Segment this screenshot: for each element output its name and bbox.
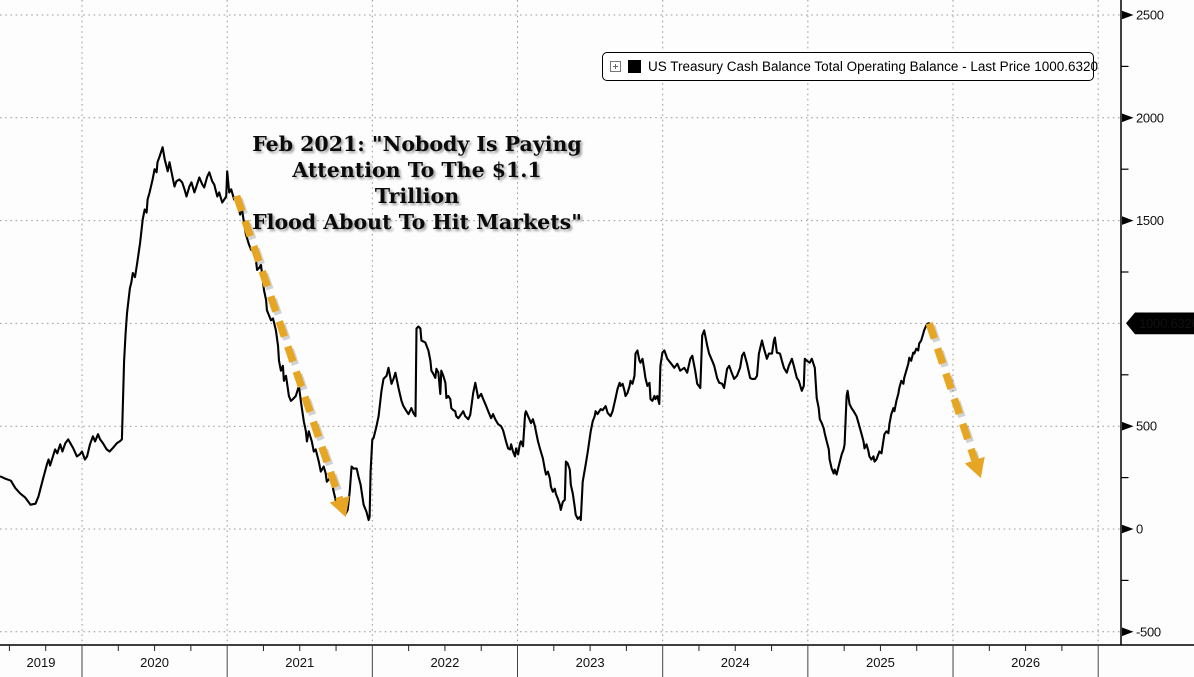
arrow-head-icon (964, 456, 985, 479)
x-tick-label: 2024 (721, 655, 750, 670)
series-color-swatch-icon (628, 60, 641, 73)
x-axis-labels: 2019 2020 2021 2022 2023 2024 2025 2026 (27, 655, 1041, 670)
y-tick-label: 2500 (1136, 8, 1164, 23)
arrow-shadow (928, 325, 981, 465)
x-tick-label: 2022 (430, 655, 459, 670)
x-axis-ticks (8, 645, 1099, 677)
annotation-line-1: Feb 2021: "Nobody Is Paying (252, 132, 582, 156)
projected-drawdown-arrow (925, 322, 985, 479)
axes (0, 0, 1194, 646)
y-tick-label: -500 (1136, 624, 1161, 639)
annotation-line-2: Attention To The $1.1 Trillion (292, 158, 542, 208)
x-tick-label: 2025 (866, 655, 895, 670)
y-tick-arrow-icon (1122, 524, 1134, 534)
y-tick-label: 1500 (1136, 213, 1164, 228)
arrow-shaft (233, 194, 344, 501)
arrow-shaft (925, 322, 979, 462)
y-tick-label: 2000 (1136, 110, 1164, 125)
feb-2021-annotation: Feb 2021: "Nobody Is Paying Attention To… (252, 131, 582, 235)
legend-label: US Treasury Cash Balance Total Operating… (648, 59, 1099, 74)
y-tick-label: 0 (1136, 522, 1143, 537)
feb-2021-drawdown-arrow (233, 194, 350, 518)
last-price-flag: 1000.6320 (1126, 312, 1194, 335)
y-tick-arrow-icon (1122, 421, 1134, 431)
price-flag-value: 1000.6320 (1139, 316, 1194, 331)
y-tick-label: 500 (1136, 419, 1157, 434)
x-tick-label: 2020 (140, 655, 169, 670)
legend-expand-box-icon[interactable] (610, 61, 621, 72)
x-tick-label: 2019 (27, 655, 56, 670)
y-tick-arrow-icon (1122, 10, 1134, 20)
y-tick-arrow-icon (1122, 113, 1134, 123)
annotation-line-3: Flood About To Hit Markets" (252, 210, 582, 234)
price-flag-shape (1126, 312, 1194, 335)
y-tick-arrow-icon (1122, 627, 1134, 637)
series-line (0, 146, 931, 522)
y-axis-ticks: -500 0 500 1500 2000 2500 (1121, 8, 1164, 639)
x-tick-label: 2023 (576, 655, 605, 670)
x-tick-label: 2021 (285, 655, 314, 670)
gridlines (0, 0, 1121, 645)
arrow-head-icon (329, 495, 350, 518)
legend-row[interactable]: US Treasury Cash Balance Total Operating… (602, 52, 1098, 81)
x-tick-label: 2026 (1011, 655, 1040, 670)
y-tick-arrow-icon (1122, 216, 1134, 225)
